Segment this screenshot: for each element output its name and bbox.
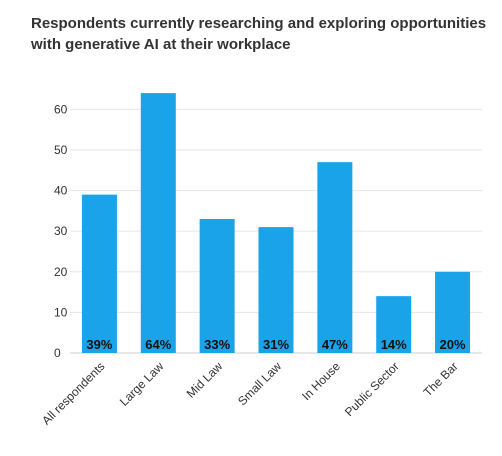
data-label: 20% [440,337,466,352]
data-label: 31% [263,337,289,352]
x-category-label: Public Sector [342,359,402,419]
data-label: 39% [86,337,112,352]
bar [81,194,117,353]
bar [199,219,235,353]
y-tick-label: 10 [54,305,68,319]
x-category-label: In House [299,359,343,403]
y-tick-label: 40 [54,184,68,198]
bar [376,296,412,353]
y-tick-label: 30 [54,224,68,238]
y-tick-label: 60 [54,102,68,116]
y-tick-label: 50 [54,143,68,157]
bar [140,93,176,353]
x-category-label: Mid Law [184,359,226,401]
bar [258,227,294,353]
y-tick-label: 20 [54,265,68,279]
x-category-label: Large Law [117,359,167,409]
x-category-label: Small Law [235,359,284,408]
data-label: 33% [204,337,230,352]
y-tick-label: 0 [54,346,61,360]
x-category-label: The Bar [421,359,461,399]
chart-title: Respondents currently researching and ex… [31,15,487,53]
x-category-label: All respondents [39,359,107,427]
data-label: 64% [145,337,171,352]
data-label: 47% [322,337,348,352]
bar [317,162,353,353]
bar [435,271,471,353]
data-label: 14% [381,337,407,352]
